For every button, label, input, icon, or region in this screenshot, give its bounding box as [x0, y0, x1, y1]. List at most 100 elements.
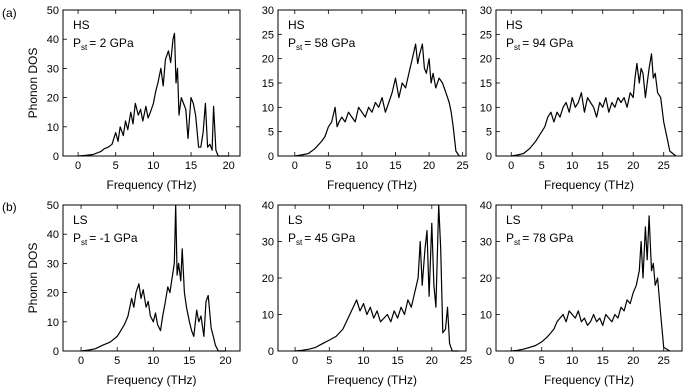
y-tick-label: 10 [262, 102, 274, 114]
x-axis-title: Frequency (THz) [327, 178, 417, 192]
x-axis-title: Frequency (THz) [106, 373, 196, 387]
x-tick-label: 5 [539, 160, 545, 172]
panel-label-pressure: Pst = 58 GPa [288, 36, 356, 52]
x-tick-label: 0 [508, 355, 514, 367]
x-tick-label: 5 [114, 355, 120, 367]
y-tick-label: 0 [268, 346, 274, 358]
y-tick-label: 15 [480, 78, 492, 90]
y-tick-label: 10 [47, 317, 59, 329]
dos-panel-4: 0 5 10 15 20 0 10 20 30 40 50 LS Pst = -1 GPa Frequenc… [26, 200, 241, 387]
plot-frame [62, 204, 241, 352]
y-tick-label: 0 [486, 151, 492, 163]
x-tick-label: 20 [426, 355, 438, 367]
dos-panel-5: 0 5 10 15 20 25 0 10 20 30 40 LS Pst = 45 GPa Frequenc… [262, 200, 472, 387]
x-tick-label: 15 [597, 355, 609, 367]
y-tick-label: 20 [262, 54, 274, 66]
dos-panel-2: 0 5 10 15 20 25 0 5 10 15 20 25 30 HS Pst = 58 GPa Frequ… [262, 5, 469, 192]
x-tick-label: 25 [460, 355, 472, 367]
x-tick-label: 10 [147, 160, 159, 172]
x-axis-title: Frequency (THz) [544, 178, 634, 192]
dos-series-line [294, 43, 460, 157]
y-tick-label: 20 [47, 288, 59, 300]
x-tick-label: 10 [147, 355, 159, 367]
x-tick-label: 25 [457, 160, 469, 172]
x-tick-label: 15 [392, 355, 404, 367]
panel-label-state: LS [506, 213, 521, 227]
y-tick-label: 0 [53, 346, 59, 358]
y-tick-label: 10 [262, 310, 274, 322]
x-tick-label: 10 [356, 160, 368, 172]
y-tick-label: 10 [480, 102, 492, 114]
panel-label-pressure: Pst = -1 GPa [73, 231, 138, 247]
panel-label-pressure: Pst = 94 GPa [506, 36, 574, 52]
y-tick-label: 20 [47, 93, 59, 105]
x-tick-label: 0 [292, 355, 298, 367]
y-tick-label: 10 [47, 122, 59, 134]
y-tick-label: 25 [262, 29, 274, 41]
dos-panel-1: 0 5 10 15 20 0 10 20 30 40 50 HS Pst = 2 GPa Frequency… [26, 5, 241, 192]
x-tick-label: 10 [566, 160, 578, 172]
y-tick-label: 50 [47, 200, 59, 212]
x-tick-label: 5 [539, 355, 545, 367]
y-tick-label: 20 [262, 273, 274, 285]
y-tick-label: 5 [268, 127, 274, 139]
x-axis-title: Frequency (THz) [327, 373, 417, 387]
plot-frame [495, 9, 683, 157]
y-tick-label: 40 [47, 34, 59, 46]
y-tick-label: 20 [480, 54, 492, 66]
dos-series-line [295, 204, 460, 352]
y-tick-label: 40 [262, 200, 274, 212]
x-tick-label: 25 [658, 355, 670, 367]
y-tick-label: 20 [480, 273, 492, 285]
y-axis-title: Phonon DOS [26, 243, 40, 314]
panel-label-state: LS [288, 213, 303, 227]
x-tick-label: 20 [627, 355, 639, 367]
y-tick-label: 50 [47, 5, 59, 17]
y-tick-label: 25 [480, 29, 492, 41]
panel-label-pressure: Pst = 78 GPa [506, 231, 574, 247]
y-axis-title: Phonon DOS [26, 48, 40, 119]
y-tick-label: 0 [486, 346, 492, 358]
x-tick-label: 25 [658, 160, 670, 172]
y-tick-label: 0 [53, 151, 59, 163]
x-tick-label: 15 [183, 355, 195, 367]
x-tick-label: 10 [566, 355, 578, 367]
x-tick-label: 5 [326, 355, 332, 367]
dos-series-line [78, 32, 229, 157]
x-tick-label: 0 [75, 160, 81, 172]
y-tick-label: 40 [47, 229, 59, 241]
x-tick-label: 0 [78, 355, 84, 367]
x-tick-label: 15 [185, 160, 197, 172]
x-tick-label: 20 [219, 355, 231, 367]
y-tick-label: 0 [268, 151, 274, 163]
x-tick-label: 0 [508, 160, 514, 172]
dos-series-line [511, 53, 677, 157]
y-tick-label: 30 [47, 63, 59, 75]
y-tick-label: 30 [480, 5, 492, 17]
y-tick-label: 30 [262, 5, 274, 17]
panel-label-state: LS [73, 213, 88, 227]
panel-label-state: HS [288, 18, 305, 32]
dos-panel-6: 0 5 10 15 20 25 0 10 20 30 40 LS Pst = 78 GPa Frequenc… [480, 200, 683, 387]
dos-series-line [81, 204, 226, 352]
y-tick-label: 5 [486, 127, 492, 139]
panel-label-pressure: Pst = 45 GPa [288, 231, 356, 247]
x-tick-label: 5 [325, 160, 331, 172]
x-tick-label: 20 [223, 160, 235, 172]
x-tick-label: 15 [597, 160, 609, 172]
plot-frame [62, 9, 241, 157]
x-tick-label: 5 [113, 160, 119, 172]
x-tick-label: 15 [389, 160, 401, 172]
y-tick-label: 30 [480, 237, 492, 249]
panel-label-state: HS [73, 18, 90, 32]
x-axis-title: Frequency (THz) [106, 178, 196, 192]
x-tick-label: 0 [292, 160, 298, 172]
panel-label-state: HS [506, 18, 523, 32]
x-tick-label: 10 [357, 355, 369, 367]
row-label-a: (a) [2, 6, 17, 20]
y-tick-label: 15 [262, 78, 274, 90]
x-tick-label: 20 [627, 160, 639, 172]
y-tick-label: 30 [262, 237, 274, 249]
